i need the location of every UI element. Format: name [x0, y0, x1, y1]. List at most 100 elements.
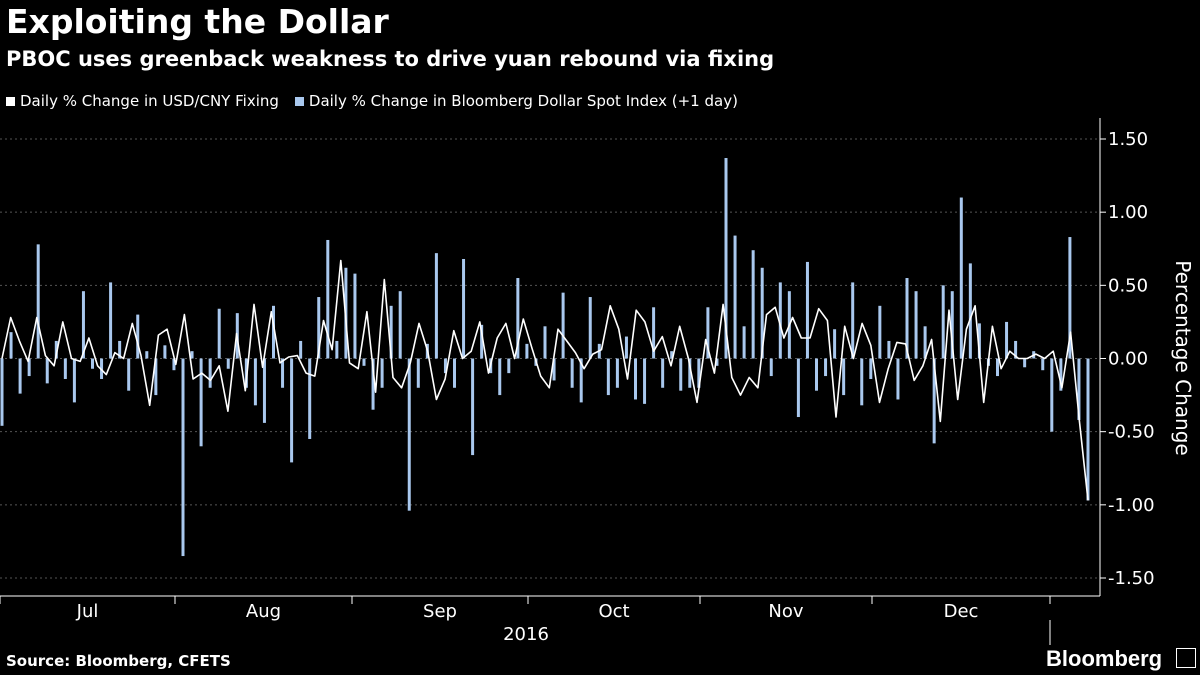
y-tick-label: -0.50	[1108, 422, 1155, 443]
bar-dollar-index	[389, 305, 393, 359]
legend-swatch-fixing	[6, 96, 15, 106]
chart-title: Exploiting the Dollar	[6, 2, 389, 41]
bar-dollar-index	[1023, 358, 1027, 368]
bar-dollar-index	[742, 326, 746, 359]
bar-dollar-index	[914, 291, 918, 359]
bar-dollar-index	[996, 358, 999, 377]
bar-dollar-index	[362, 358, 366, 366]
bar-dollar-index	[45, 358, 49, 384]
bar-dollar-index	[190, 351, 194, 359]
bar-dollar-index	[398, 291, 402, 359]
y-axis-title: Percentage Change	[1171, 260, 1195, 455]
x-tick-label: Oct	[598, 601, 629, 622]
bar-dollar-index	[136, 314, 140, 359]
bar-dollar-index	[606, 358, 610, 396]
legend-item-dollar-index: Daily % Change in Bloomberg Dollar Spot …	[294, 92, 738, 110]
bar-dollar-index	[760, 267, 764, 359]
bar-dollar-index	[833, 329, 837, 359]
bar-dollar-index	[842, 358, 846, 396]
bar-dollar-index	[281, 358, 285, 388]
bar-dollar-index	[109, 282, 113, 359]
bar-dollar-index	[317, 297, 321, 359]
bar-dollar-index	[462, 258, 466, 359]
bar-dollar-index	[9, 332, 13, 359]
bar-dollar-index	[181, 358, 185, 557]
bar-dollar-index	[0, 358, 4, 426]
line-usdcny-fixing	[1, 259, 1089, 501]
bar-dollar-index	[679, 358, 683, 391]
bar-dollar-index	[371, 358, 375, 410]
bar-dollar-index	[299, 340, 303, 359]
bar-dollar-index	[751, 250, 755, 359]
bar-dollar-index	[950, 291, 954, 359]
bar-dollar-index	[443, 358, 447, 374]
bar-dollar-index	[72, 358, 76, 403]
bar-dollar-index	[805, 261, 809, 359]
bar-dollar-index	[552, 358, 556, 381]
bar-dollar-index	[543, 326, 547, 359]
chart-subtitle: PBOC uses greenback weakness to drive yu…	[6, 47, 775, 71]
y-tick-label: -1.50	[1108, 568, 1155, 589]
bar-dollar-index	[887, 340, 891, 359]
bar-dollar-index	[869, 358, 873, 379]
bloomberg-terminal-icon	[1176, 648, 1196, 668]
bar-dollar-index	[127, 358, 131, 391]
bar-dollar-index	[941, 285, 945, 359]
bar-dollar-index	[18, 358, 22, 394]
bar-dollar-index	[208, 358, 212, 388]
bar-dollar-index	[661, 358, 665, 388]
bar-dollar-index	[380, 358, 384, 388]
bar-dollar-index	[860, 358, 864, 406]
bar-dollar-index	[471, 358, 475, 456]
bar-dollar-index	[516, 278, 520, 359]
bar-dollar-index	[561, 292, 565, 359]
brand-wordmark: Bloomberg	[1046, 646, 1163, 671]
bar-dollar-index	[615, 358, 619, 388]
bar-dollar-index	[977, 323, 981, 359]
x-tick-label: Aug	[246, 601, 281, 622]
bar-dollar-index	[769, 358, 773, 377]
bar-dollar-index	[36, 244, 40, 359]
legend-item-fixing: Daily % Change in USD/CNY Fixing	[6, 92, 279, 110]
bar-dollar-index	[326, 239, 330, 359]
bar-dollar-index	[1041, 358, 1045, 371]
bar-dollar-index	[81, 291, 85, 359]
bar-dollar-index	[507, 358, 511, 374]
y-tick-label: 0.00	[1108, 349, 1148, 370]
bar-dollar-index	[407, 358, 411, 511]
bar-dollar-index	[959, 197, 963, 359]
bar-dollar-index	[1068, 237, 1072, 359]
chart-legend: Daily % Change in USD/CNY Fixing Daily %…	[6, 92, 754, 110]
bar-dollar-index	[434, 253, 438, 359]
bar-dollar-index	[634, 358, 637, 400]
bar-dollar-index	[217, 308, 221, 359]
bar-dollar-index	[453, 358, 456, 388]
bar-dollar-index	[715, 358, 719, 366]
bar-dollar-index	[253, 358, 257, 406]
bar-dollar-index	[416, 358, 420, 388]
bar-dollar-index	[145, 351, 149, 359]
bar-dollar-index	[1050, 358, 1054, 432]
bar-dollar-index	[272, 305, 275, 359]
bar-dollar-index	[172, 358, 176, 371]
bar-dollar-index	[824, 358, 828, 377]
source-note: Source: Bloomberg, CFETS	[6, 652, 231, 670]
bar-dollar-index	[923, 326, 927, 359]
bar-dollar-index	[498, 358, 502, 396]
bar-dollar-index	[688, 358, 692, 388]
bar-dollar-index	[54, 340, 58, 359]
legend-swatch-dollar-index	[294, 96, 304, 106]
bar-dollar-index	[778, 282, 782, 359]
x-year-label: 2016	[503, 624, 549, 645]
bar-dollar-index	[226, 358, 230, 369]
bar-dollar-index	[624, 336, 628, 359]
y-tick-label: 1.00	[1108, 202, 1148, 223]
bar-dollar-index	[335, 340, 339, 359]
y-tick-label: 1.50	[1108, 129, 1148, 150]
bar-dollar-index	[670, 351, 674, 359]
y-tick-label: 0.50	[1108, 275, 1148, 296]
bar-dollar-index	[932, 358, 936, 444]
bar-dollar-index	[579, 358, 583, 403]
bar-dollar-index	[1005, 321, 1009, 359]
bar-dollar-index	[199, 358, 203, 447]
